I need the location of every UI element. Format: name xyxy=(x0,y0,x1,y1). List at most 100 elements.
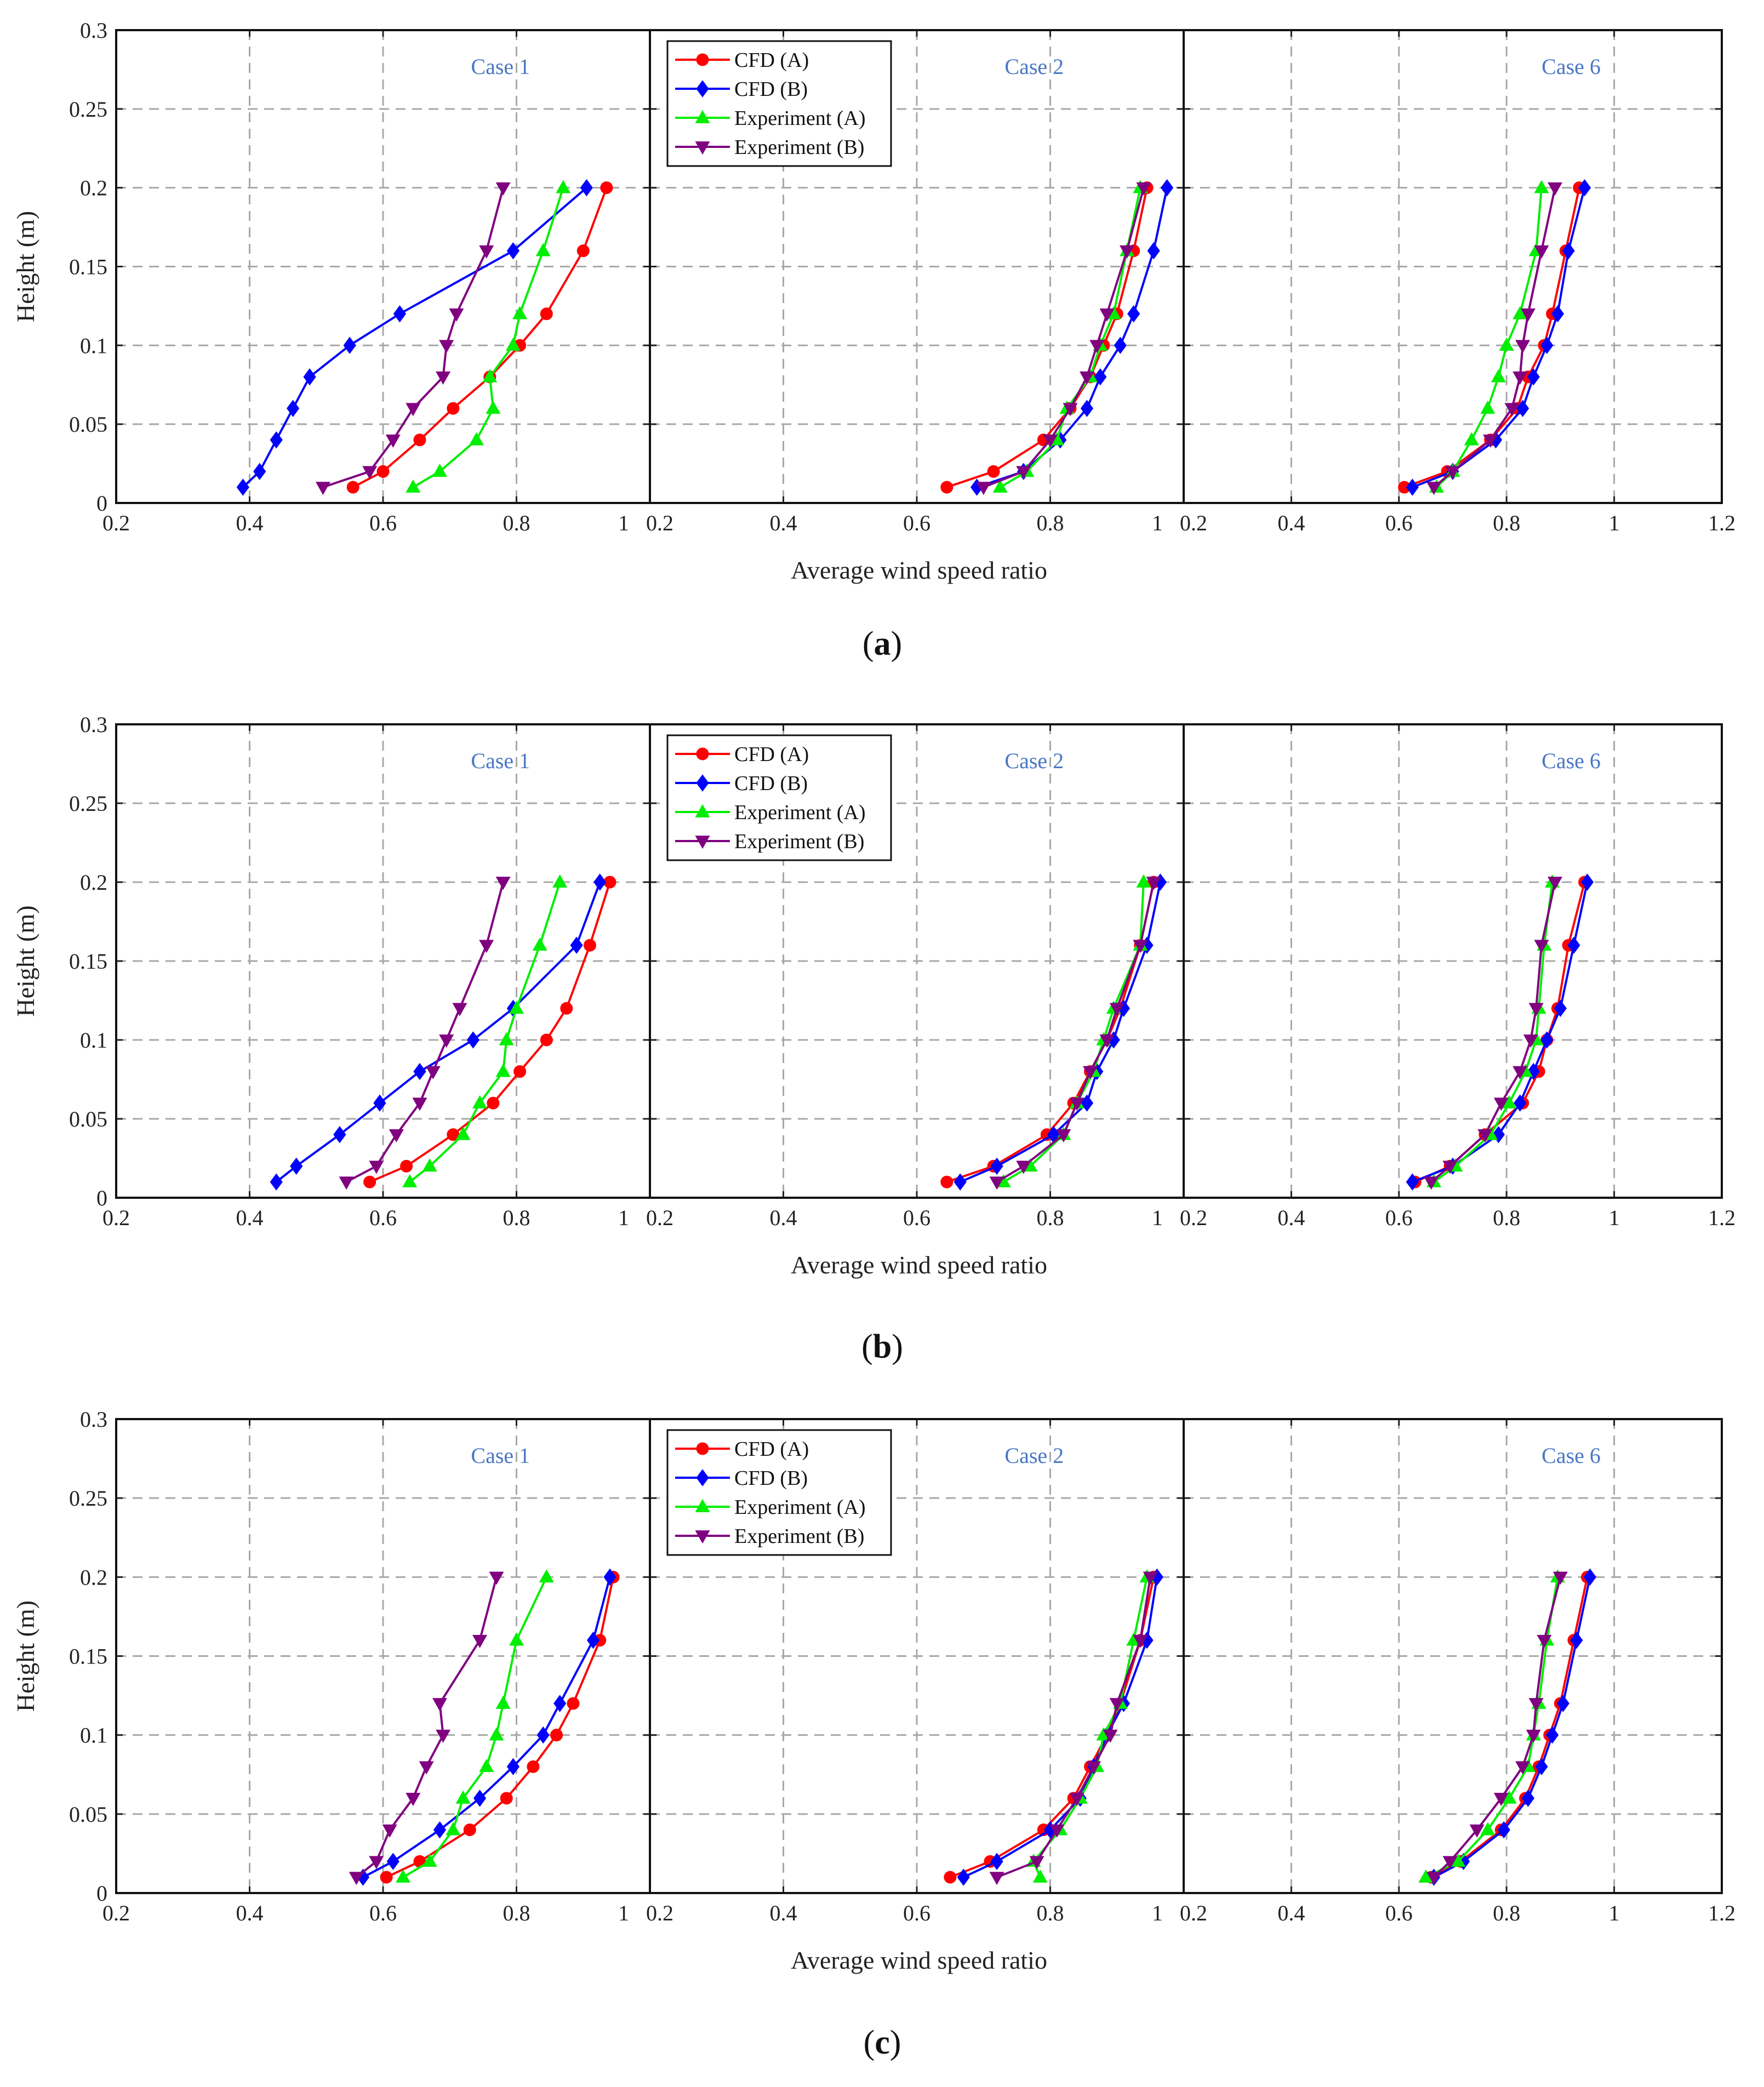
data-point xyxy=(402,1174,418,1188)
x-tick-label: 0.6 xyxy=(903,511,930,535)
data-point xyxy=(539,1569,554,1583)
panel-b: 0.2 0.4 0.6 0.8 1 Case 1 0.2 0.4 0.6 0.8 1 Case 2 0.… xyxy=(12,712,1736,1365)
legend-label: Experiment (B) xyxy=(734,1525,864,1548)
legend: CFD (A) CFD (B) Experiment (A) Experiment (… xyxy=(666,1429,892,1556)
x-tick-label: 0.2 xyxy=(646,1901,673,1925)
x-tick-label: 0.6 xyxy=(903,1205,930,1230)
data-point xyxy=(1445,466,1460,479)
data-point xyxy=(439,340,454,353)
data-point xyxy=(369,1160,384,1174)
data-point xyxy=(473,1789,487,1807)
data-point xyxy=(1147,242,1160,260)
data-point xyxy=(1512,1066,1528,1079)
data-point xyxy=(452,1003,467,1016)
data-point xyxy=(349,1872,364,1885)
data-point xyxy=(990,1852,1003,1871)
data-point xyxy=(422,1158,437,1172)
x-tick-label: 0.8 xyxy=(503,511,530,535)
data-point xyxy=(1029,1856,1044,1869)
legend-marker xyxy=(696,774,709,792)
data-point xyxy=(1133,1634,1148,1648)
data-point xyxy=(989,1872,1004,1885)
data-point xyxy=(315,482,330,495)
data-point xyxy=(287,399,300,418)
case-label: Case 6 xyxy=(1542,54,1601,79)
y-axis-label: Height (m) xyxy=(12,1600,39,1712)
panel-caption-letter: c xyxy=(875,2024,890,2061)
case-label: Case 2 xyxy=(1004,748,1064,773)
data-point xyxy=(1491,369,1506,382)
data-point xyxy=(495,1695,511,1709)
x-tick-label: 0.8 xyxy=(503,1205,530,1230)
panel-caption: (c) xyxy=(864,2024,901,2061)
data-point xyxy=(570,936,583,954)
data-point xyxy=(944,1871,957,1884)
data-point xyxy=(1512,371,1528,385)
case-label: Case 1 xyxy=(471,748,530,773)
case-label: Case 2 xyxy=(1004,1443,1064,1468)
y-tick-label: 0.05 xyxy=(69,412,107,437)
data-point xyxy=(989,1176,1004,1190)
x-tick-label: 0.4 xyxy=(236,511,264,535)
subplot-case-1: 0.2 0.4 0.6 0.8 1 Case 1 xyxy=(102,723,651,1230)
data-point xyxy=(1556,1695,1569,1712)
data-point xyxy=(1480,401,1495,414)
data-point xyxy=(1578,179,1591,197)
data-point xyxy=(466,1031,479,1049)
y-tick-label: 0.15 xyxy=(69,1644,107,1669)
data-point xyxy=(303,368,316,386)
data-point xyxy=(1099,308,1115,322)
x-tick-label: 1.2 xyxy=(1708,1205,1736,1230)
data-point xyxy=(1146,877,1161,890)
data-point xyxy=(580,179,593,197)
x-tick-label: 0.2 xyxy=(646,1205,673,1230)
x-tick-label: 0.2 xyxy=(102,511,130,535)
x-tick-label: 0.8 xyxy=(503,1901,530,1925)
y-tick-label: 0.15 xyxy=(69,255,107,279)
series-line-experiment-a xyxy=(412,187,564,488)
data-point xyxy=(1442,1856,1458,1869)
data-point xyxy=(593,873,607,891)
case-label: Case 6 xyxy=(1542,748,1601,773)
data-point xyxy=(1567,936,1580,954)
y-tick-label: 0.3 xyxy=(80,18,107,43)
data-point xyxy=(1099,1034,1115,1048)
data-point xyxy=(586,1631,600,1649)
data-point xyxy=(343,336,356,354)
data-point xyxy=(552,874,568,888)
data-point xyxy=(1103,1729,1118,1743)
y-tick-label: 0.25 xyxy=(69,97,107,122)
x-tick-label: 0.6 xyxy=(369,1205,397,1230)
y-tick-label: 0.1 xyxy=(80,1028,107,1053)
y-tick-label: 0.05 xyxy=(69,1107,107,1131)
data-point xyxy=(1426,482,1442,495)
data-point xyxy=(400,1159,413,1173)
data-point xyxy=(373,1094,386,1112)
data-point xyxy=(362,466,378,479)
series-line-cfd-b xyxy=(1433,1576,1591,1878)
subplot-case-6: 0.2 0.4 0.6 0.8 1 1.2 Case 6 xyxy=(1180,1418,1736,1925)
data-point xyxy=(1136,182,1151,196)
x-tick-label: 0.4 xyxy=(1277,511,1305,535)
data-point xyxy=(380,1871,393,1884)
data-point xyxy=(1083,1066,1098,1079)
x-tick-label: 0.8 xyxy=(1037,1901,1064,1925)
legend-marker xyxy=(695,836,710,849)
data-point xyxy=(1497,1821,1510,1839)
data-point xyxy=(389,1129,404,1143)
data-point xyxy=(1477,1129,1493,1143)
data-point xyxy=(1580,873,1594,891)
x-tick-label: 0.8 xyxy=(1037,1205,1064,1230)
x-tick-label: 0.2 xyxy=(1180,1205,1207,1230)
data-point xyxy=(1570,1631,1583,1649)
x-tick-label: 1 xyxy=(1609,1901,1620,1925)
data-point xyxy=(472,1095,488,1109)
data-point xyxy=(479,245,494,259)
x-tick-label: 0.2 xyxy=(102,1901,130,1925)
data-point xyxy=(406,403,421,416)
y-tick-label: 0 xyxy=(96,1186,107,1210)
y-axis-label: Height (m) xyxy=(12,211,39,322)
data-point xyxy=(482,369,498,382)
data-point xyxy=(513,1065,527,1078)
